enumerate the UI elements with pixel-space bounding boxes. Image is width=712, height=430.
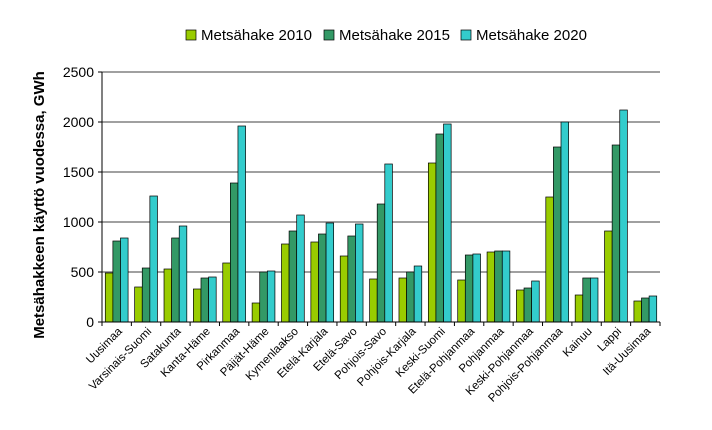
y-tick-label: 2500 <box>63 64 94 80</box>
bar-1-5 <box>222 262 231 323</box>
y-tick-label: 1500 <box>63 164 94 180</box>
bar-3-7 <box>296 214 305 323</box>
bar-2-16 <box>553 146 562 323</box>
bar-1-11 <box>398 277 407 323</box>
bar-3-18 <box>619 109 628 323</box>
bar-3-17 <box>590 277 599 323</box>
bar-1-4 <box>193 288 202 323</box>
bar-2-3 <box>171 237 180 323</box>
bar-3-19 <box>648 295 658 323</box>
y-tick-labels: 0 500 1000 1500 2000 2500 <box>63 64 94 330</box>
axes <box>98 71 661 326</box>
bar-3-9 <box>355 223 364 323</box>
legend-swatch-1 <box>185 29 197 41</box>
bar-1-15 <box>516 289 525 323</box>
x-tick-labels: UusimaaVarsinais-SuomiSatakuntaKanta-Häm… <box>84 325 654 404</box>
legend: Metsähake 2010 Metsähake 2015 Metsähake 20… <box>185 27 587 44</box>
bar-2-5 <box>230 182 239 323</box>
bar-1-14 <box>486 251 496 323</box>
bar-1-10 <box>369 278 378 323</box>
bar-2-14 <box>494 250 503 323</box>
bar-2-4 <box>200 277 209 323</box>
bar-1-7 <box>281 243 290 323</box>
bar-3-6 <box>266 270 276 323</box>
bar-1-2 <box>134 286 143 323</box>
bar-2-13 <box>464 254 474 323</box>
bar-2-19 <box>641 297 650 323</box>
bar-3-2 <box>149 195 158 323</box>
bar-2-15 <box>523 287 532 323</box>
bar-2-7 <box>288 230 298 323</box>
bar-2-12 <box>435 133 444 323</box>
bar-3-8 <box>325 222 335 323</box>
bar-2-17 <box>582 277 591 323</box>
legend-label-3: Metsähake 2020 <box>476 27 587 44</box>
bar-3-12 <box>443 123 452 323</box>
legend-swatch-2 <box>323 29 335 41</box>
bar-1-6 <box>251 302 261 323</box>
bar-2-10 <box>376 203 386 323</box>
bar-1-13 <box>457 279 466 323</box>
bar-1-12 <box>427 162 437 323</box>
bar-3-14 <box>501 250 511 323</box>
bar-2-9 <box>347 235 356 323</box>
bar-1-8 <box>310 241 319 323</box>
legend-label-2: Metsähake 2015 <box>339 27 450 44</box>
bar-3-5 <box>237 125 246 323</box>
bar-2-18 <box>611 144 621 323</box>
y-axis-label: Metsähakkeen käyttö vuodessa, GWh <box>31 71 48 339</box>
bar-3-3 <box>178 225 188 323</box>
bar-1-9 <box>339 255 349 323</box>
bar-1-18 <box>604 230 613 323</box>
bar-3-10 <box>384 163 393 323</box>
y-tick-label: 2000 <box>63 114 94 130</box>
bar-2-11 <box>406 271 415 323</box>
bar-2-6 <box>259 271 268 323</box>
bar-1-19 <box>633 300 642 323</box>
legend-swatch-3 <box>460 29 472 41</box>
y-tick-label: 1000 <box>63 214 94 230</box>
bar-1-16 <box>545 196 554 323</box>
bar-3-11 <box>413 265 423 323</box>
bar-3-4 <box>208 276 217 323</box>
y-tick-label: 500 <box>71 264 95 280</box>
bar-1-3 <box>163 268 172 323</box>
bar-2-2 <box>141 267 151 323</box>
bar-1-1 <box>104 272 114 323</box>
bar-1-17 <box>574 294 584 323</box>
bar-3-16 <box>560 121 569 323</box>
bar-3-15 <box>531 280 540 323</box>
bars <box>104 109 658 323</box>
bar-2-1 <box>112 240 121 323</box>
bar-3-13 <box>472 253 481 323</box>
x-tick-label: Kainuu <box>561 326 595 360</box>
legend-label-1: Metsähake 2010 <box>201 27 312 44</box>
bar-2-8 <box>318 233 327 323</box>
y-tick-label: 0 <box>86 314 94 330</box>
bar-3-1 <box>120 237 129 323</box>
